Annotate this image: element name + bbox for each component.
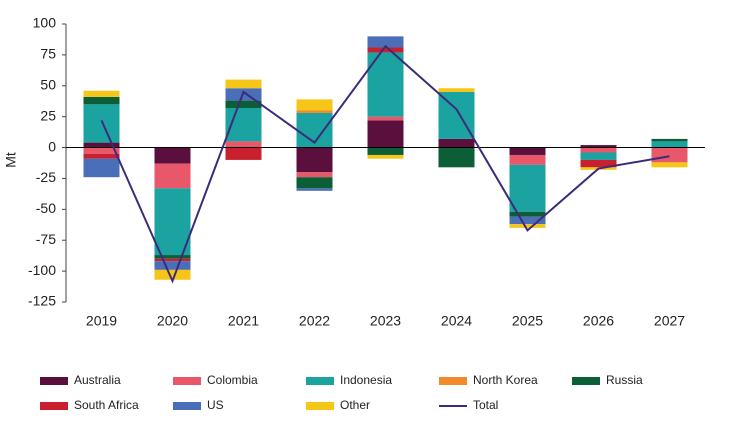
x-tick-label: 2026 [583, 313, 614, 329]
bar-segment [225, 141, 262, 148]
y-axis-label: Mt [3, 152, 19, 168]
bar-segment [580, 152, 617, 160]
legend-label: Indonesia [340, 373, 392, 387]
y-tick-label: -25 [36, 169, 56, 185]
x-tick-label: 2023 [370, 313, 401, 329]
y-tick-label: 75 [40, 46, 56, 62]
bar-segment [580, 159, 617, 168]
legend-swatch [306, 402, 334, 410]
bar-segment [225, 100, 262, 109]
bar-segment [154, 163, 191, 189]
bar-segment [154, 258, 191, 262]
y-tick-label: -75 [36, 231, 56, 247]
x-tick-label: 2022 [299, 313, 330, 329]
bar-segment [651, 138, 688, 142]
x-tick-label: 2024 [441, 313, 472, 329]
x-tick-label: 2025 [512, 313, 543, 329]
bar-segment [154, 255, 191, 259]
bar-segment [509, 216, 546, 225]
bar-segment [438, 88, 475, 92]
bar-segment [509, 211, 546, 217]
legend-swatch [173, 377, 201, 385]
bar-segment [580, 147, 617, 153]
y-tick-label: 100 [33, 15, 57, 31]
legend-swatch [40, 402, 68, 410]
legend-label: Total [473, 398, 498, 412]
bar-segment [509, 224, 546, 228]
y-tick-label: -125 [28, 293, 56, 309]
bar-segment [296, 147, 333, 173]
bar-segment [83, 90, 120, 97]
bar-segment [367, 154, 404, 159]
legend-label: Colombia [207, 373, 258, 387]
bar-segment [509, 154, 546, 165]
bar-segment [154, 147, 191, 164]
bar-segment [367, 47, 404, 53]
legend-label: Other [340, 398, 370, 412]
bar-segment [296, 177, 333, 189]
x-tick-label: 2020 [157, 313, 188, 329]
bar-segment [154, 269, 191, 280]
legend-swatch [306, 377, 334, 385]
bar-segment [296, 99, 333, 111]
bar-segment [225, 79, 262, 89]
legend-label: US [207, 398, 224, 412]
bar-segment [296, 172, 333, 178]
bar-segment [154, 261, 191, 270]
bar-segment [438, 138, 475, 148]
bar-segment [438, 147, 475, 168]
legend-swatch [173, 402, 201, 410]
legend-swatch [439, 377, 467, 385]
bar-segment [509, 147, 546, 155]
legend-label: North Korea [473, 373, 538, 387]
bar-segment [83, 147, 120, 154]
bar-segment [651, 162, 688, 168]
y-tick-label: -50 [36, 200, 56, 216]
bar-segment [154, 188, 191, 256]
bar-segment [367, 120, 404, 148]
y-tick-label: 25 [40, 107, 56, 123]
bar-segment [83, 96, 120, 105]
bar-segment [296, 188, 333, 191]
x-tick-label: 2019 [86, 313, 117, 329]
bar-segment [83, 153, 120, 159]
bar-segment [296, 110, 333, 113]
y-tick-label: 50 [40, 76, 56, 92]
bar-segment [651, 147, 688, 163]
bar-segment [83, 158, 120, 178]
legend-label: Russia [606, 373, 643, 387]
bar-segment [651, 141, 688, 148]
x-tick-label: 2027 [654, 313, 685, 329]
y-tick-label: 0 [48, 138, 56, 154]
total-line [100, 44, 670, 284]
bar-segment [367, 116, 404, 121]
legend-label: Australia [74, 373, 121, 387]
bar-segment [83, 142, 120, 148]
bar-segment [367, 36, 404, 48]
bar-segment [509, 164, 546, 212]
bar-segment [580, 145, 617, 148]
bar-segment [225, 147, 262, 160]
legend-swatch [40, 377, 68, 385]
bar-segment [367, 147, 404, 155]
legend-label: South Africa [74, 398, 139, 412]
x-tick-label: 2021 [228, 313, 259, 329]
legend-swatch [572, 377, 600, 385]
y-tick-label: -100 [28, 262, 56, 278]
bar-segment [83, 104, 120, 143]
